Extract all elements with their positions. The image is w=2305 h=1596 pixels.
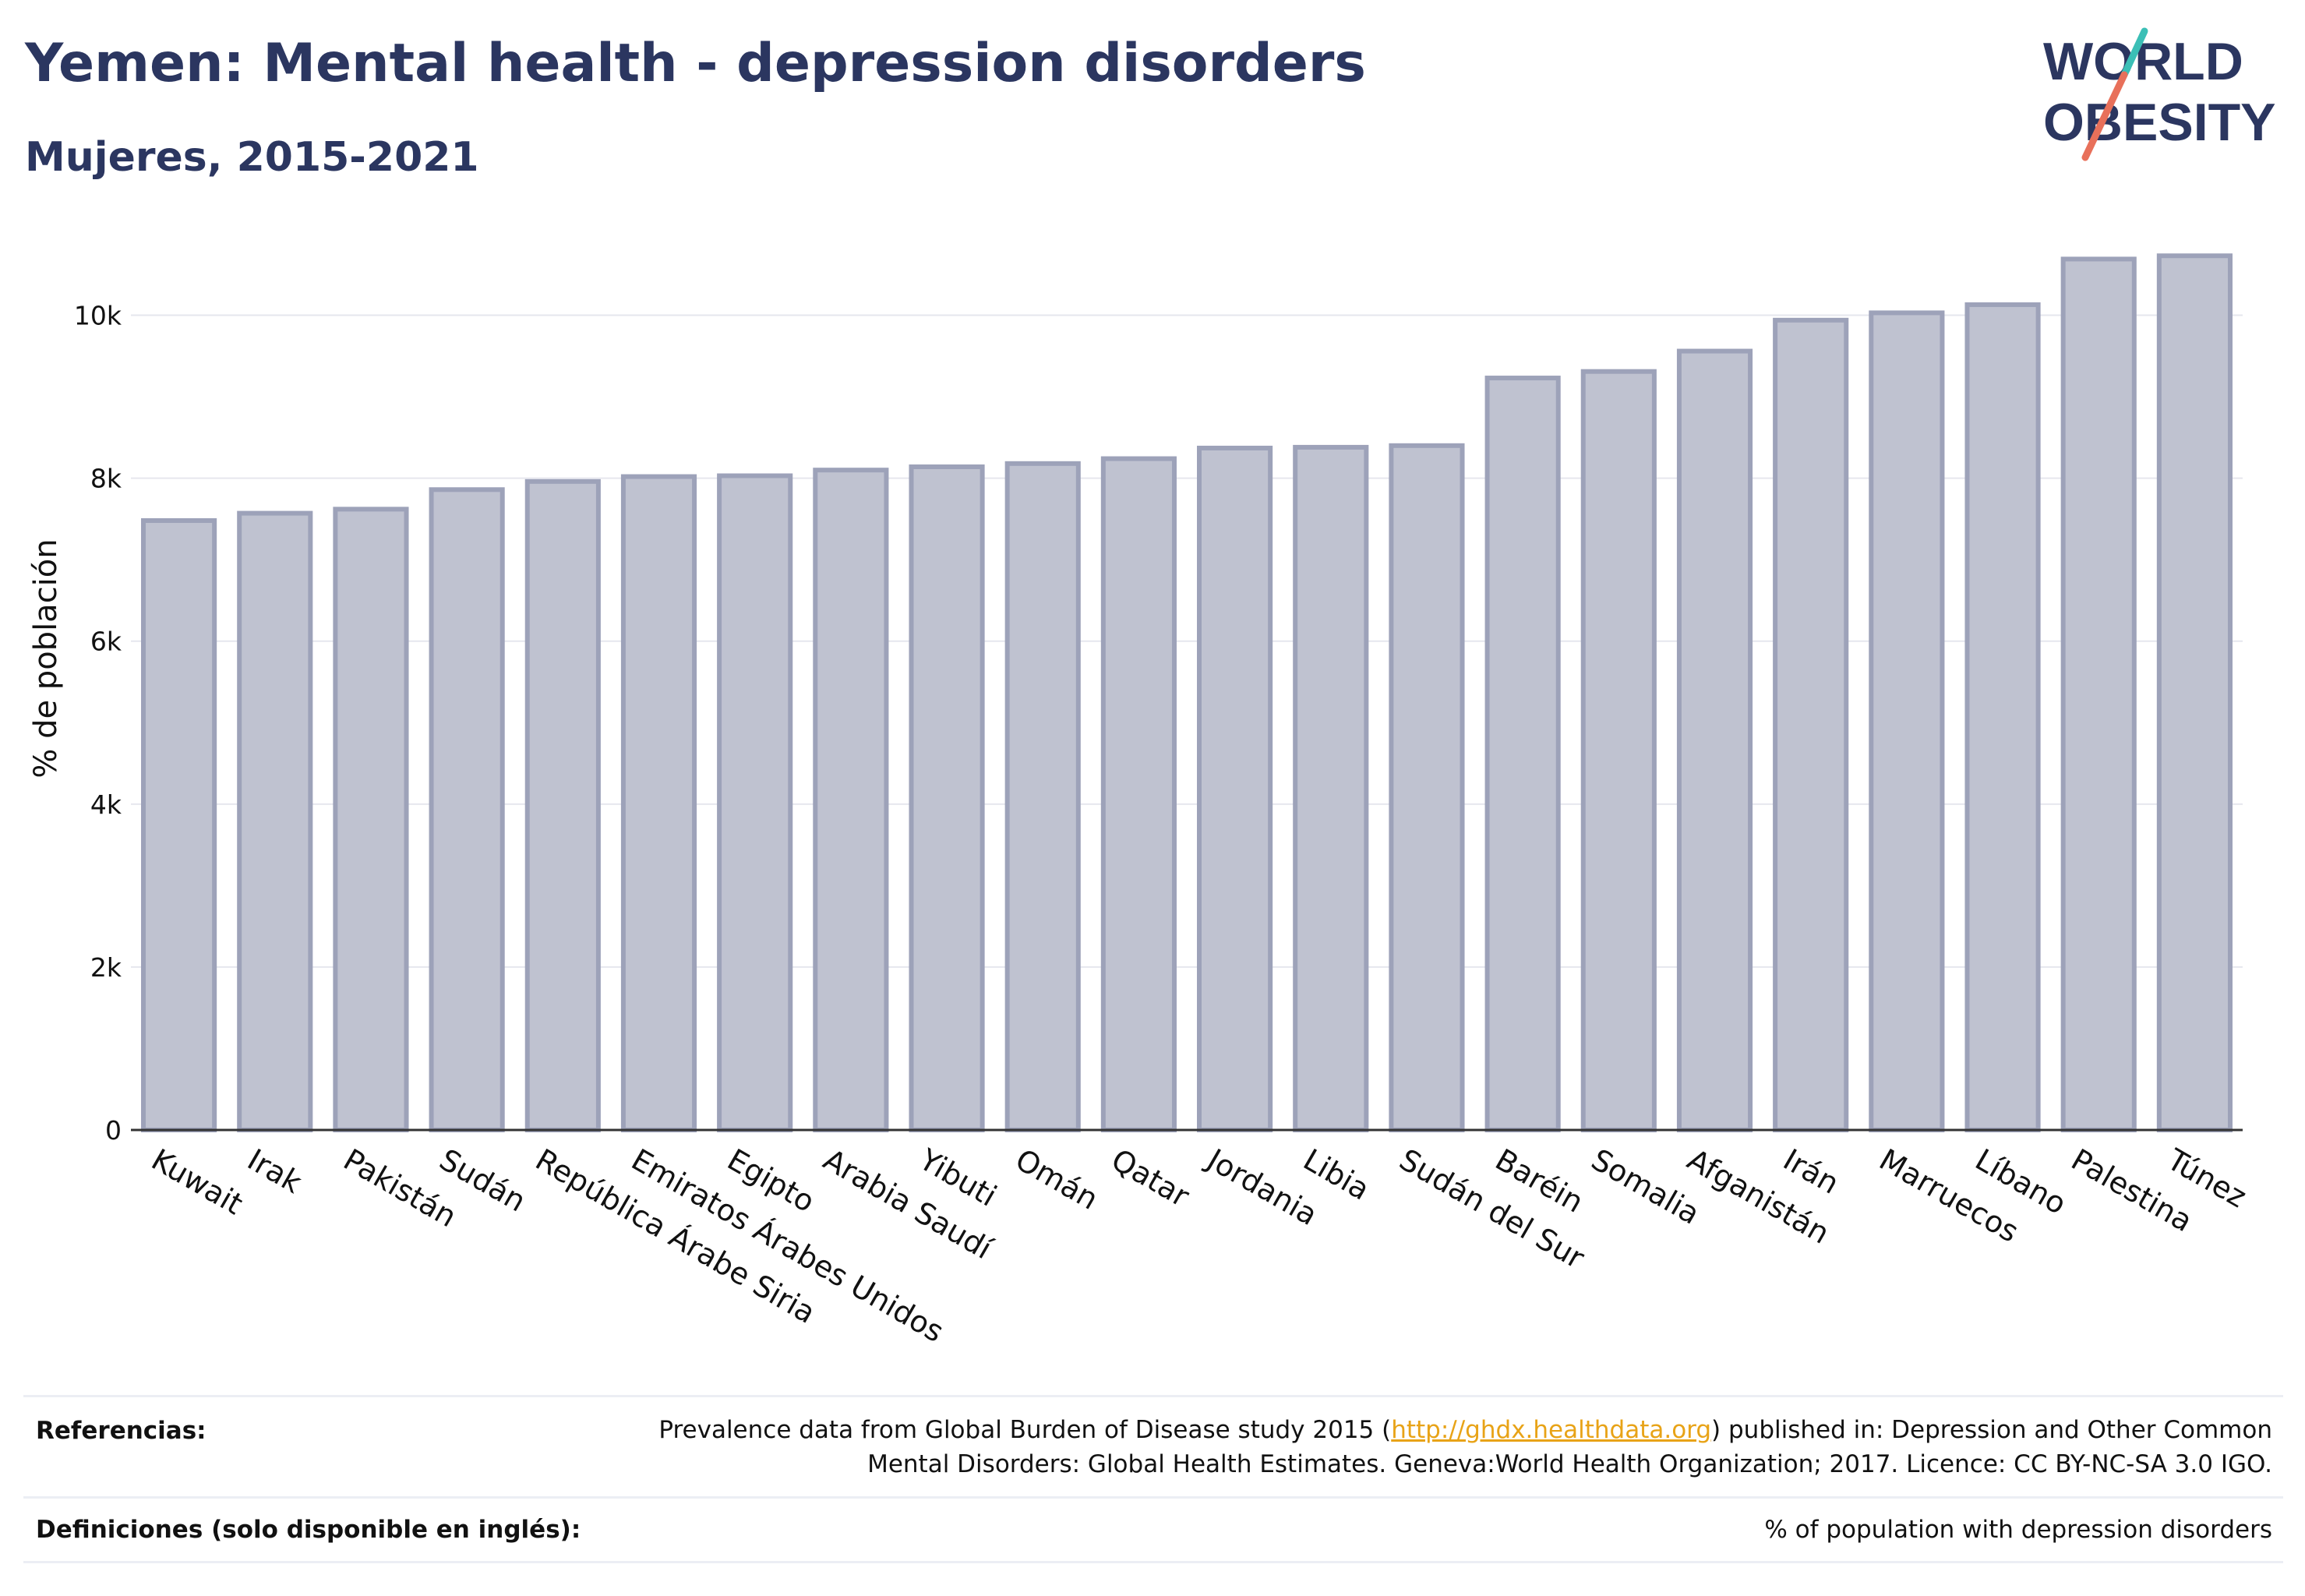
logo-slash-teal — [2120, 27, 2148, 79]
references-text: Prevalence data from Global Burden of Di… — [658, 1413, 2272, 1481]
chart-footer: Referencias: Prevalence data from Global… — [23, 1395, 2283, 1563]
bar[interactable] — [1869, 310, 1945, 1133]
definitions-label: Definiciones (solo disponible en inglés)… — [36, 1516, 581, 1544]
bar[interactable] — [429, 487, 505, 1132]
chart-title: Yemen: Mental health - depression disord… — [25, 33, 1366, 94]
bar[interactable] — [1676, 348, 1753, 1132]
references-text-line2: Mental Disorders: Global Health Estimate… — [867, 1450, 2272, 1478]
references-label: Referencias: — [36, 1417, 206, 1445]
x-tick-label: Qatar — [1106, 1142, 1195, 1214]
bars — [141, 253, 2233, 1133]
bar[interactable] — [1293, 444, 1369, 1132]
bar[interactable] — [1004, 461, 1081, 1132]
y-tick-label: 6k — [90, 627, 122, 657]
logo-slash-coral — [2081, 71, 2128, 161]
definitions-text: % of population with depression disorder… — [1764, 1516, 2272, 1544]
bar[interactable] — [141, 518, 217, 1132]
x-tick-label: Jordania — [1200, 1142, 1323, 1232]
references-link[interactable]: http://ghdx.healthdata.org — [1391, 1416, 1712, 1444]
references-text-pre: Prevalence data from Global Burden of Di… — [658, 1416, 1392, 1444]
bar[interactable] — [524, 478, 601, 1132]
y-axis-title: % de población — [28, 538, 64, 778]
y-tick-label: 0 — [105, 1115, 122, 1146]
bar[interactable] — [237, 510, 313, 1132]
y-tick-label: 8k — [90, 464, 122, 494]
world-obesity-logo: WORLD OBESITY — [2043, 27, 2276, 161]
x-tick-label: Omán — [1010, 1142, 1104, 1216]
bar[interactable] — [717, 473, 793, 1132]
definitions-row: Definiciones (solo disponible en inglés)… — [23, 1496, 2283, 1563]
references-row: Referencias: Prevalence data from Global… — [23, 1395, 2283, 1496]
bar[interactable] — [1773, 317, 1849, 1132]
y-tick-label: 2k — [90, 952, 122, 983]
references-text-post: ) published in: Depression and Other Com… — [1711, 1416, 2272, 1444]
bar[interactable] — [620, 474, 697, 1132]
bar[interactable] — [813, 468, 889, 1132]
y-tick-label: 4k — [90, 789, 122, 820]
bar[interactable] — [2060, 256, 2137, 1133]
logo-word-obesity: OBESITY — [2043, 93, 2276, 152]
bar[interactable] — [1484, 376, 1561, 1132]
y-tick-label: 10k — [74, 301, 122, 331]
x-tick-label: Irak — [242, 1142, 307, 1200]
x-tick-label: Kuwait — [146, 1142, 249, 1222]
chart-subtitle: Mujeres, 2015-2021 — [25, 134, 479, 181]
bar[interactable] — [1964, 302, 2041, 1132]
x-tick-label: Irán — [1777, 1142, 1844, 1201]
bar[interactable] — [909, 464, 985, 1132]
bar[interactable] — [1100, 456, 1177, 1132]
x-tick-label: Somalia — [1586, 1142, 1706, 1231]
bar[interactable] — [2156, 253, 2233, 1132]
bar[interactable] — [1197, 445, 1273, 1132]
bar[interactable] — [1580, 369, 1657, 1132]
bar[interactable] — [333, 507, 409, 1132]
bar[interactable] — [1389, 443, 1465, 1132]
